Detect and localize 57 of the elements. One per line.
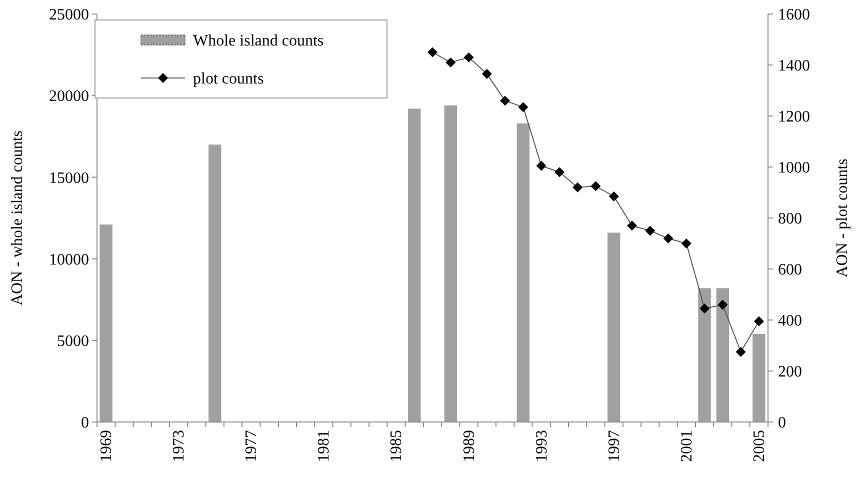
x-tick-label: 1985 (388, 430, 406, 462)
point (681, 238, 692, 248)
point (663, 233, 674, 244)
y2-tick-label: 800 (778, 210, 802, 228)
y2-tick-label: 1600 (778, 6, 810, 24)
point (700, 304, 710, 314)
y-tick-label: 10000 (49, 251, 89, 268)
point (536, 160, 546, 171)
bar (100, 224, 112, 422)
point (608, 191, 619, 202)
point (428, 47, 438, 58)
point (645, 226, 656, 236)
x-tick-label: 1981 (316, 430, 333, 462)
legend-label: plot counts (193, 70, 264, 88)
bar (208, 144, 222, 422)
point (572, 182, 583, 192)
bar (516, 123, 530, 422)
y2-tick-label: 1200 (778, 108, 810, 126)
y-tick-label: 25000 (49, 6, 89, 24)
y2-tick-label: 0 (778, 414, 786, 432)
y-tick-label: 20000 (49, 88, 89, 106)
bar (752, 334, 766, 422)
bar (698, 288, 711, 422)
y-tick-label: 0 (81, 414, 89, 432)
point (736, 346, 746, 357)
bar (608, 232, 620, 422)
x-tick-label: 1973 (170, 430, 188, 462)
x-tick-label: 1977 (243, 430, 260, 462)
y2-tick-label: 200 (778, 364, 802, 381)
point (718, 300, 728, 310)
bar (408, 108, 421, 422)
bar (444, 105, 457, 422)
point (590, 181, 601, 192)
point (518, 102, 528, 112)
x-tick-label: 1993 (533, 430, 550, 462)
x-tick-label: 2005 (750, 430, 768, 462)
x-tick-label: 1989 (460, 430, 478, 462)
point (464, 52, 474, 62)
point (626, 220, 637, 231)
bar (716, 288, 730, 422)
x-tick-label: 1969 (98, 430, 116, 462)
y2-tick-label: 600 (778, 262, 802, 279)
point (554, 167, 564, 178)
y-tick-label: 5000 (57, 333, 89, 350)
point (754, 316, 764, 326)
y2-tick-label: 1400 (778, 58, 810, 75)
x-tick-label: 1997 (606, 430, 623, 462)
legend-label: Whole island counts (193, 32, 324, 50)
point (446, 57, 456, 68)
x-tick-label: 2001 (678, 430, 696, 462)
y-axis-title: AON - whole island counts (9, 130, 26, 306)
y2-tick-label: 1000 (778, 160, 810, 177)
point (500, 96, 510, 106)
y-tick-label: 15000 (49, 170, 89, 187)
y2-tick-label: 400 (778, 312, 802, 330)
point (482, 68, 492, 79)
y2-axis-title: AON - plot counts (834, 158, 851, 278)
